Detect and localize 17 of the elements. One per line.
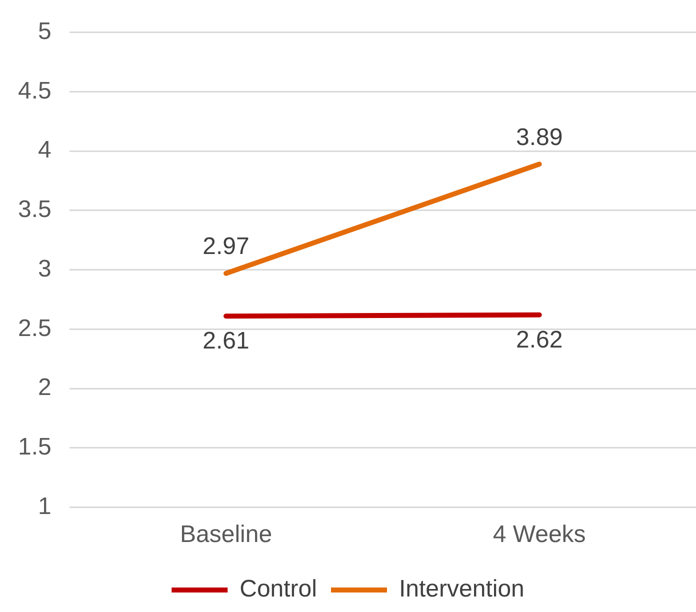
x-tick-label: Baseline bbox=[180, 521, 272, 548]
y-tick-label: 5 bbox=[38, 18, 52, 46]
legend-label: Control bbox=[240, 576, 317, 603]
data-label: 2.97 bbox=[202, 232, 250, 260]
data-label: 3.89 bbox=[516, 124, 563, 151]
y-tick-label: 2 bbox=[38, 374, 52, 402]
data-label: 2.61 bbox=[202, 328, 250, 355]
data-label: 2.62 bbox=[516, 326, 563, 354]
y-tick-label: 3.5 bbox=[18, 196, 52, 224]
y-tick-label: 2.5 bbox=[18, 314, 52, 342]
y-tick-label: 3 bbox=[38, 255, 52, 282]
legend-label: Intervention bbox=[398, 576, 524, 603]
y-tick-label: 4.5 bbox=[18, 77, 52, 104]
x-tick-label: 4 Weeks bbox=[492, 521, 586, 548]
y-tick-label: 1 bbox=[38, 492, 52, 520]
y-tick-label: 1.5 bbox=[18, 433, 52, 460]
y-tick-label: 4 bbox=[38, 136, 52, 164]
